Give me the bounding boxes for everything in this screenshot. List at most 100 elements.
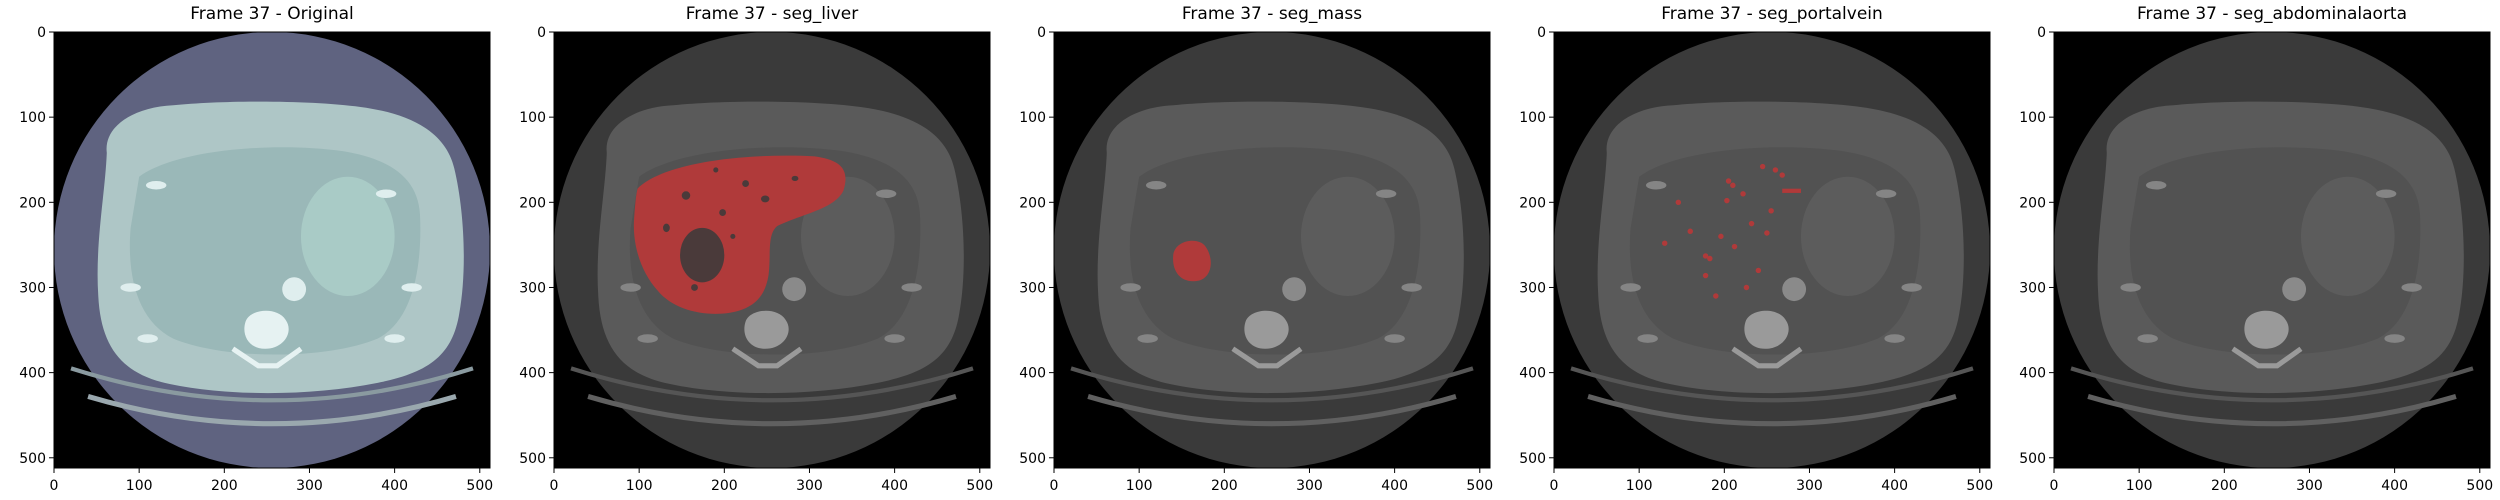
liver-mask-hole <box>713 167 719 173</box>
liver-mask-hole <box>742 180 750 187</box>
y-tick-label: 300 <box>2019 280 2046 296</box>
ct-image <box>1054 32 1490 468</box>
ct-image <box>1554 32 1990 468</box>
table-arc-1 <box>70 366 474 403</box>
x-tick-label: 400 <box>881 478 908 494</box>
liver-mask-hole <box>681 191 691 200</box>
vertebra-process <box>2231 346 2303 369</box>
vertebra <box>1244 310 1289 349</box>
y-tick-label: 0 <box>37 25 46 41</box>
portalvein-mask-dot <box>1740 191 1746 197</box>
x-tick-label: 500 <box>1466 478 1493 494</box>
panel-title: Frame 37 - seg_portalvein <box>1661 4 1883 24</box>
ct-image <box>2054 32 2490 468</box>
x-tick-label: 300 <box>2296 478 2323 494</box>
mass-mask <box>1173 240 1211 282</box>
stomach <box>1800 176 1895 296</box>
rib <box>1875 189 1897 199</box>
y-tick-label: 400 <box>1519 366 1546 382</box>
portalvein-mask-dot <box>1743 284 1750 291</box>
vertebra-process <box>731 346 803 369</box>
x-tick-label: 200 <box>711 478 738 494</box>
vertebra-process <box>1231 346 1303 369</box>
panel-title: Frame 37 - Original <box>190 4 354 24</box>
y-tick-label: 200 <box>2019 195 2046 211</box>
table-arc-2 <box>587 394 957 427</box>
y-tick-label: 100 <box>1019 110 1046 126</box>
stomach <box>2300 176 2395 296</box>
liver-mask-hole <box>760 195 770 203</box>
y-tick-label: 200 <box>1019 195 1046 211</box>
x-tick-label: 100 <box>126 478 153 494</box>
axes-frame <box>1553 31 1991 469</box>
aorta <box>782 277 807 302</box>
portalvein-mask-dot <box>1764 230 1770 236</box>
y-tick-label: 200 <box>1519 195 1546 211</box>
x-tick-label: 300 <box>1296 478 1323 494</box>
rib <box>2384 334 2405 343</box>
panel-1: 0 100 200 300 400 500 0 100 200 300 400 500 Frame 37… <box>0 0 493 500</box>
table-arc-2 <box>87 394 457 427</box>
x-tick-label: 300 <box>296 478 323 494</box>
x-tick-label: 500 <box>2466 478 2493 494</box>
y-tick-label: 300 <box>1519 280 1546 296</box>
portalvein-mask-dot <box>1730 182 1736 189</box>
rib <box>875 189 897 199</box>
aorta <box>1282 277 1307 302</box>
anatomy <box>2070 101 2474 427</box>
rib <box>384 334 405 343</box>
anatomy <box>1070 101 1474 427</box>
panel-5: 0 100 200 300 400 500 0 100 200 300 400 500 Frame 37… <box>2000 0 2493 500</box>
x-tick-label: 500 <box>966 478 993 494</box>
y-tick-label: 100 <box>519 110 546 126</box>
rib <box>1145 181 1167 190</box>
portalvein-mask-dot <box>1675 199 1682 206</box>
x-tick-label: 100 <box>626 478 653 494</box>
y-tick-label: 400 <box>519 366 546 382</box>
portalvein-mask-dot <box>1755 267 1762 274</box>
rib <box>137 334 158 343</box>
aorta <box>282 277 307 302</box>
vertebra <box>744 310 789 349</box>
panel-title: Frame 37 - seg_mass <box>1181 4 1363 24</box>
vertebra <box>2244 310 2289 349</box>
rib <box>2145 181 2167 190</box>
portalvein-mask-dot <box>1725 178 1732 184</box>
x-tick-label: 500 <box>466 478 493 494</box>
aorta <box>2282 277 2307 302</box>
x-tick-label: 0 <box>50 478 59 494</box>
y-tick-label: 300 <box>519 280 546 296</box>
portalvein-mask-dot <box>1768 208 1774 214</box>
y-tick-label: 100 <box>1519 110 1546 126</box>
rib <box>1120 283 1141 292</box>
liver-mask-hole <box>730 233 736 239</box>
anatomy <box>1570 101 1974 427</box>
x-tick-label: 0 <box>1550 478 1559 494</box>
x-tick-label: 100 <box>1626 478 1653 494</box>
rib <box>901 283 922 292</box>
liver-mask-hole <box>663 223 670 233</box>
portalvein-mask-dot <box>1772 167 1779 173</box>
axes-frame <box>1053 31 1491 469</box>
y-tick-label: 0 <box>537 25 546 41</box>
anatomy <box>570 101 974 427</box>
rib <box>375 189 397 199</box>
panel-3: 0 100 200 300 400 500 0 100 200 300 400 500 Frame 37… <box>1000 0 1493 500</box>
portalvein-mask-dot <box>1731 243 1738 250</box>
table-arc-1 <box>2070 366 2474 403</box>
x-tick-label: 300 <box>796 478 823 494</box>
portalvein-mask-dot <box>1707 255 1713 262</box>
vertebra <box>1744 310 1789 349</box>
y-tick-label: 100 <box>19 110 46 126</box>
portalvein-mask-dot <box>1724 197 1730 204</box>
vertebra <box>244 310 289 349</box>
anatomy <box>70 101 474 427</box>
y-tick-label: 300 <box>19 280 46 296</box>
rib <box>1620 283 1641 292</box>
table-arc-1 <box>1570 366 1974 403</box>
